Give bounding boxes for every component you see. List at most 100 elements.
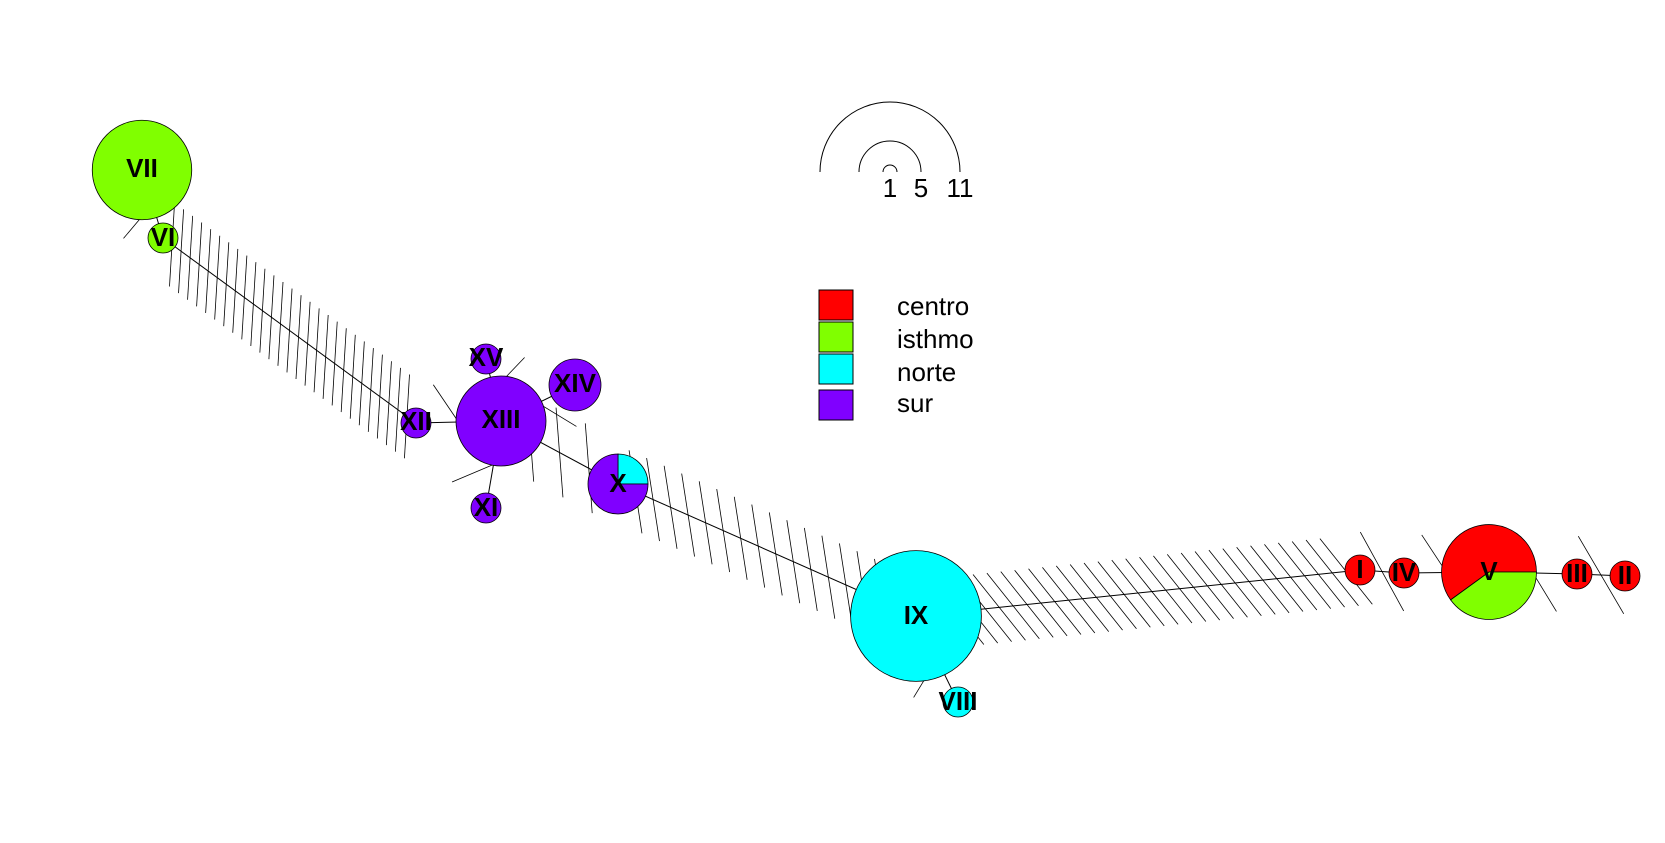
mutation-tick (340, 328, 347, 413)
mutation-tick (304, 301, 311, 386)
mutation-tick (821, 535, 836, 619)
mutation-tick (1250, 545, 1304, 612)
haplotype-label-XII: XII (400, 406, 432, 436)
legend-label-isthmo: isthmo (897, 324, 974, 354)
mutation-tick (214, 235, 221, 320)
haplotype-node-XI (470, 492, 502, 524)
haplotype-label-I: I (1356, 554, 1363, 584)
mutation-tick (1028, 568, 1082, 635)
haplotype-node-VI (147, 222, 179, 254)
mutation-tick (1139, 557, 1193, 624)
mutation-tick (1042, 567, 1096, 634)
mutation-tick (751, 504, 766, 588)
mutation-tick (349, 334, 356, 419)
mutation-tick (259, 268, 266, 353)
mutation-tick (313, 308, 320, 393)
haplotype-label-VII: VII (126, 153, 158, 183)
pie-slice-isthmo (147, 222, 179, 254)
mutation-tick (1305, 539, 1359, 606)
haplotype-node-XIV (548, 358, 602, 412)
mutation-tick (555, 407, 564, 498)
mutation-tick (768, 512, 783, 596)
pie-slice-sur (455, 375, 547, 467)
haplotype-node-XIII (455, 375, 547, 467)
mutation-tick (803, 527, 818, 611)
haplotype-label-V: V (1480, 556, 1498, 586)
haplotype-node-X (587, 453, 649, 515)
mutation-tick (698, 481, 713, 565)
pie-slice-centro (1441, 524, 1537, 601)
mutation-tick (250, 262, 257, 347)
mutation-tick (839, 543, 853, 627)
mutation-tick (1577, 535, 1625, 615)
haplotype-label-II: II (1618, 560, 1632, 590)
scale-arc-1 (882, 164, 898, 173)
haplotype-label-XIV: XIV (554, 368, 597, 398)
mutation-tick (1125, 558, 1179, 625)
mutation-tick (196, 222, 203, 307)
mutation-tick (1111, 559, 1165, 627)
legend: centro isthmo norte sur (818, 289, 974, 421)
circle-size-scale: 1 5 11 (819, 101, 974, 203)
scale-label-11: 11 (947, 173, 974, 203)
mutation-tick (232, 248, 239, 333)
mutation-tick (295, 295, 302, 380)
haplotype-node-IX (850, 550, 982, 682)
haplotype-node-XII (400, 407, 432, 439)
mutation-tick (1277, 542, 1332, 609)
haplotype-label-VIII: VIII (938, 686, 977, 716)
haplotype-node-II (1609, 560, 1641, 592)
mutation-tick (178, 209, 185, 294)
pie-slice-centro (1388, 557, 1420, 589)
mutation-tick (1236, 546, 1290, 614)
legend-label-sur: sur (897, 388, 933, 418)
haplotype-node-I (1344, 554, 1376, 586)
mutation-tick (733, 496, 748, 580)
pie-slice-isthmo (91, 119, 193, 221)
mutation-tick (1194, 551, 1248, 618)
legend-label-centro: centro (897, 291, 969, 321)
mutation-tick (1359, 531, 1405, 612)
mutation-tick (1222, 548, 1276, 615)
pie-slice-sur (548, 358, 602, 412)
pie-slice-norte (617, 453, 649, 485)
mutation-tick (646, 457, 660, 542)
haplotype-label-III: III (1566, 558, 1588, 588)
haplotype-nodes (91, 119, 1641, 718)
haplotype-node-V (1441, 524, 1537, 620)
haplotype-label-VI: VI (151, 222, 176, 252)
mutation-tick (1180, 552, 1234, 619)
mutation-tick (1083, 562, 1137, 629)
pie-slice-centro (1344, 554, 1376, 586)
link-VI-XII (162, 202, 417, 459)
mutation-tick (1097, 561, 1151, 628)
pie-slice-sur (470, 343, 502, 375)
haplotype-label-X: X (609, 468, 627, 498)
mutation-tick (1264, 544, 1318, 611)
mutation-tick (367, 348, 374, 432)
mutation-tick (1055, 565, 1110, 632)
mutation-tick (376, 354, 383, 439)
scale-label-1: 1 (883, 173, 897, 203)
mutation-tick (286, 288, 293, 373)
pie-slice-centro (1561, 558, 1593, 590)
pie-slice-norte (850, 550, 982, 682)
haplotype-label-XI: XI (474, 492, 499, 522)
mutation-tick (223, 242, 230, 327)
mutation-tick (358, 341, 365, 426)
pie-slice-isthmo (1450, 571, 1537, 620)
link-IX-I (903, 538, 1373, 648)
legend-swatch-centro (818, 289, 854, 321)
haplotype-node-IV (1388, 557, 1420, 589)
mutation-tick (277, 281, 284, 366)
haplotype-label-IX: IX (904, 600, 929, 630)
haplotype-node-VII (91, 119, 193, 221)
haplotype-label-XIII: XIII (481, 404, 520, 434)
scale-label-5: 5 (914, 173, 928, 203)
mutation-tick (663, 465, 678, 549)
legend-swatch-isthmo (818, 321, 854, 353)
mutation-tick (1069, 564, 1123, 631)
haplotype-node-VIII (942, 686, 974, 718)
